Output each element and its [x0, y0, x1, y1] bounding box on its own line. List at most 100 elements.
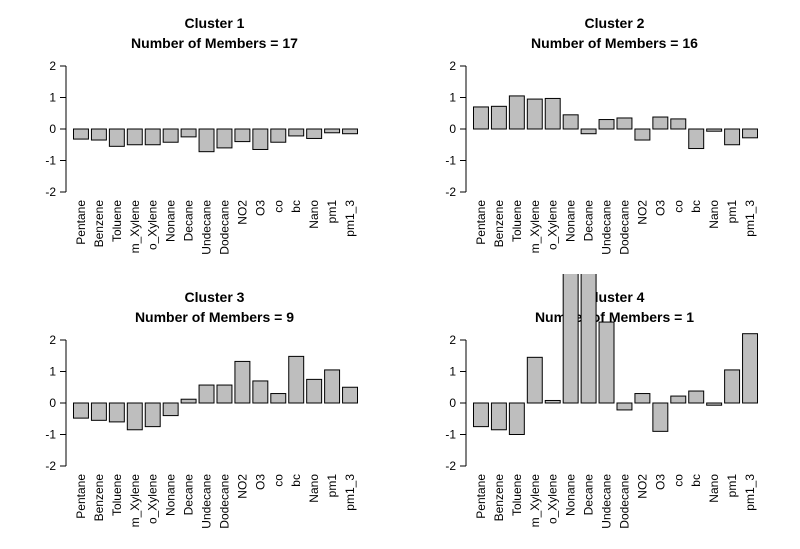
x-tick-label: Decane	[582, 200, 596, 242]
bar	[108, 402, 125, 423]
panel: Cluster 2 Number of Members = 16 -2 -1 0 1 2 Pe…	[445, 15, 759, 255]
x-tick-label: m_Xylene	[128, 474, 142, 528]
x-tick-label: pm1	[325, 474, 339, 498]
x-tick-label: Nano	[707, 200, 721, 229]
chart-title: Cluster 3	[185, 289, 245, 305]
x-tick-label: Nonane	[164, 200, 178, 242]
bar	[670, 118, 687, 130]
x-tick-label: Undecane	[200, 200, 214, 255]
x-tick-label: Undecane	[600, 474, 614, 529]
bar	[652, 402, 669, 432]
x-tick-label: pm1_3	[343, 200, 357, 237]
x-tick-label: o_Xylene	[546, 474, 560, 524]
bar	[508, 95, 525, 130]
bar	[634, 128, 651, 141]
bar	[126, 402, 143, 431]
x-tick-label: Pentane	[74, 474, 88, 519]
x-tick-label: Toluene	[510, 474, 524, 516]
x-tick-label: bc	[689, 474, 703, 487]
bar	[90, 128, 107, 141]
x-tick-label: NO2	[635, 200, 649, 225]
bar	[688, 128, 705, 150]
y-tick-label: 0	[49, 122, 56, 136]
x-tick-label: Undecane	[600, 200, 614, 255]
bar	[270, 128, 287, 143]
bar	[562, 274, 579, 404]
y-tick-label: -2	[45, 185, 56, 199]
bar	[706, 128, 723, 132]
x-tick-label: Pentane	[474, 474, 488, 519]
bar	[724, 369, 741, 404]
bar	[324, 128, 341, 134]
chart-title: Cluster 2	[585, 15, 645, 31]
bar	[198, 128, 215, 153]
x-tick-label: Decane	[182, 200, 196, 242]
x-tick-label: Decane	[182, 474, 196, 516]
x-tick-label: Nonane	[564, 474, 578, 516]
bar	[324, 369, 341, 404]
y-tick-label: 1	[49, 91, 56, 105]
x-tick-label: Toluene	[510, 200, 524, 242]
panel: Cluster 4 Number of Members = 1 -2 -1 0 1 2 Pen…	[445, 274, 759, 529]
x-tick-label: m_Xylene	[528, 474, 542, 528]
x-tick-label: Toluene	[110, 474, 124, 516]
y-tick-label: 2	[449, 59, 456, 73]
x-tick-label: O3	[253, 200, 267, 216]
bar	[472, 106, 489, 130]
bar	[234, 128, 251, 143]
x-tick-label: Pentane	[474, 200, 488, 245]
x-tick-label: Nonane	[164, 474, 178, 516]
y-tick-label: 2	[449, 333, 456, 347]
bar	[526, 98, 543, 130]
bar	[544, 97, 561, 130]
x-tick-label: Nano	[707, 474, 721, 503]
bar	[634, 393, 651, 404]
x-tick-label: NO2	[235, 474, 249, 499]
bar	[198, 384, 215, 404]
bar	[742, 128, 759, 139]
y-tick-label: -1	[45, 154, 56, 168]
bar	[580, 128, 597, 135]
bar	[342, 128, 359, 135]
bar	[180, 128, 197, 138]
x-tick-label: Nano	[307, 474, 321, 503]
x-tick-label: NO2	[235, 200, 249, 225]
bar	[162, 402, 179, 417]
x-tick-label: Benzene	[492, 474, 506, 522]
bar	[742, 333, 759, 404]
bar	[234, 360, 251, 404]
x-tick-label: m_Xylene	[528, 200, 542, 254]
x-tick-label: pm1	[325, 200, 339, 224]
bar	[90, 402, 107, 421]
bar	[472, 402, 489, 428]
bar	[580, 274, 597, 404]
x-tick-label: pm1_3	[743, 200, 757, 237]
y-tick-label: 0	[49, 396, 56, 410]
bar	[252, 128, 269, 150]
bar	[490, 402, 507, 431]
x-tick-label: co	[671, 200, 685, 213]
bar	[180, 398, 197, 404]
x-tick-label: Dodecane	[617, 474, 631, 529]
x-tick-label: Undecane	[200, 474, 214, 529]
y-tick-label: 2	[49, 59, 56, 73]
bar	[144, 402, 161, 428]
chart-subtitle: Number of Members = 9	[135, 309, 294, 325]
bar	[724, 128, 741, 146]
y-tick-label: -2	[45, 459, 56, 473]
x-tick-label: o_Xylene	[546, 200, 560, 250]
bar	[72, 402, 89, 419]
bar	[72, 128, 89, 140]
x-tick-label: Benzene	[92, 200, 106, 248]
x-tick-label: co	[271, 200, 285, 213]
y-tick-label: 0	[449, 122, 456, 136]
x-tick-label: Dodecane	[617, 200, 631, 255]
y-tick-label: 1	[449, 365, 456, 379]
y-tick-label: -2	[445, 459, 456, 473]
bar	[688, 390, 705, 404]
y-tick-label: -2	[445, 185, 456, 199]
bar	[544, 399, 561, 404]
bar	[216, 128, 233, 149]
x-tick-label: Benzene	[92, 474, 106, 522]
x-tick-label: bc	[689, 200, 703, 213]
